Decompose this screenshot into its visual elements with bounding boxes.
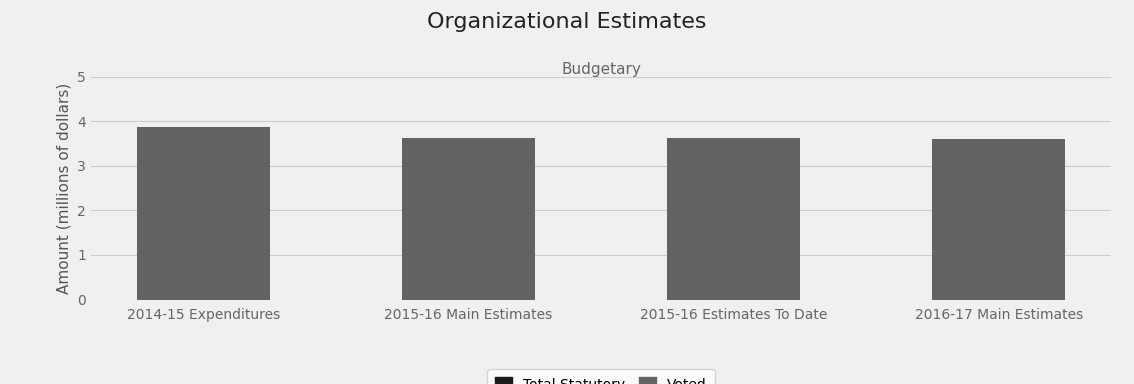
Bar (932, 139, 1065, 300)
Legend: Total Statutory, Voted: Total Statutory, Voted (486, 369, 716, 384)
Title: Budgetary: Budgetary (561, 62, 641, 77)
Y-axis label: Amount (millions of dollars): Amount (millions of dollars) (57, 83, 71, 294)
Bar (667, 138, 799, 300)
Bar (403, 138, 535, 300)
Text: Organizational Estimates: Organizational Estimates (428, 12, 706, 31)
Bar (137, 127, 270, 300)
